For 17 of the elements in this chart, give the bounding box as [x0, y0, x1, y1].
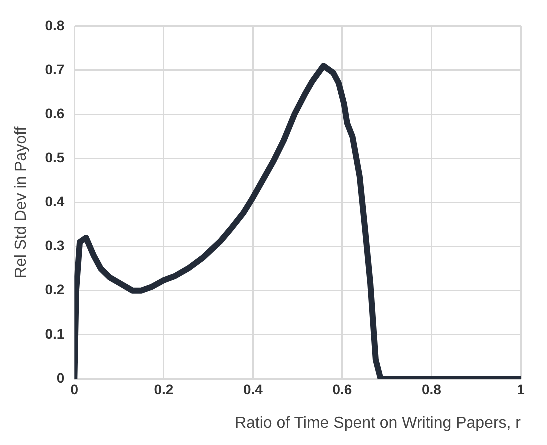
x-tick-label: 0.2: [154, 381, 174, 398]
x-tick-label: 0: [70, 381, 79, 398]
x-tick-label: 1: [517, 381, 526, 398]
y-tick-label: 0.8: [45, 17, 65, 34]
y-tick-label: 0.5: [45, 149, 65, 166]
x-tick-label: 0.8: [422, 381, 442, 398]
x-tick-label: 0.6: [332, 381, 352, 398]
y-tick-label: 0.3: [45, 238, 65, 254]
y-tick-label: 0.4: [45, 194, 65, 210]
y-tick-label: 0: [56, 370, 65, 386]
y-tick-label: 0.2: [45, 282, 65, 298]
y-tick-label: 0.1: [45, 326, 65, 342]
y-tick-label: 0.7: [45, 61, 65, 78]
x-axis-title: Ratio of Time Spent on Writing Papers, r: [234, 414, 522, 432]
x-tick-label: 0.4: [243, 381, 264, 398]
y-tick-label: 0.6: [45, 105, 65, 122]
y-axis-title: Rel Std Dev in Payoff: [13, 126, 30, 279]
